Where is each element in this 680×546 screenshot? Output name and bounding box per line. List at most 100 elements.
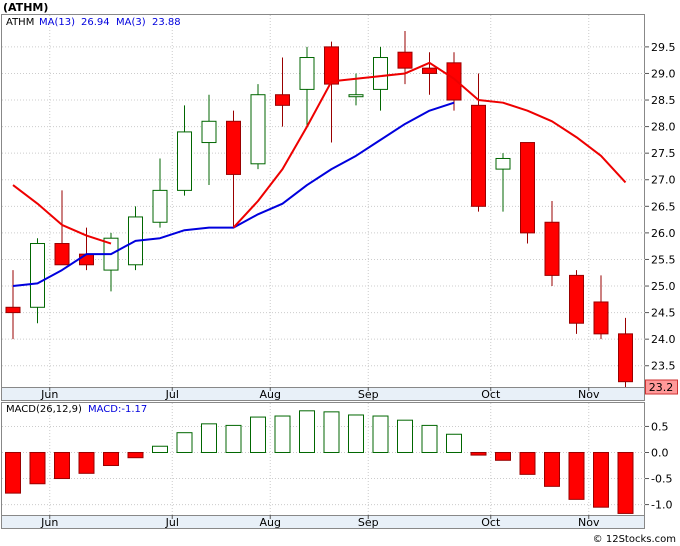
candle bbox=[275, 57, 290, 127]
price-x-tick-label: Sep bbox=[358, 388, 379, 401]
candle bbox=[5, 270, 21, 340]
price-y-tick-label: 29.0 bbox=[651, 67, 676, 80]
macd-x-tick-label: Jun bbox=[40, 516, 58, 529]
candle bbox=[324, 41, 339, 143]
candle bbox=[544, 201, 560, 287]
candle-body-down bbox=[422, 67, 437, 74]
price-y-tick-label: 24.5 bbox=[651, 307, 676, 320]
last-price-tag: 23.2 bbox=[649, 381, 674, 394]
price-y-tick-label: 26.5 bbox=[651, 200, 676, 213]
candle-body-up bbox=[299, 57, 315, 90]
macd-bar-positive bbox=[274, 415, 291, 453]
ma3-line bbox=[12, 61, 627, 245]
candle bbox=[446, 52, 462, 111]
price-y-tick-label: 27.0 bbox=[651, 174, 676, 187]
candle bbox=[54, 190, 70, 266]
price-x-tick-label: Jun bbox=[40, 388, 58, 401]
ma-slow-legend-value: 23.88 bbox=[152, 17, 181, 28]
price-y-tick-label: 28.5 bbox=[651, 94, 676, 107]
macd-bar-negative bbox=[78, 451, 95, 474]
macd-bar-positive bbox=[372, 415, 389, 453]
candle bbox=[618, 317, 633, 387]
candle-body-down bbox=[54, 243, 70, 266]
candle bbox=[201, 94, 217, 186]
macd-bar-negative bbox=[544, 451, 560, 487]
candle-body-up bbox=[250, 94, 266, 165]
price-legend-symbol: ATHM bbox=[6, 17, 34, 28]
price-y-axis: 23.5 24.0 24.5 25.0 25.5 26.0 26.5 27.0 27.5 28.0… bbox=[645, 41, 676, 373]
price-x-tick-label: Aug bbox=[260, 388, 281, 401]
price-y-tick-label: 29.5 bbox=[651, 41, 676, 54]
macd-x-tick-label: Oct bbox=[481, 516, 501, 529]
candle bbox=[422, 52, 437, 95]
macd-y-axis: 0.5 0.0 -0.5 -1.0 bbox=[645, 420, 672, 512]
candle-body-up bbox=[201, 120, 217, 144]
macd-y-tick-label: -1.0 bbox=[651, 499, 672, 512]
macd-bar-positive bbox=[201, 423, 217, 453]
macd-x-tick-label: Nov bbox=[578, 516, 600, 529]
candle-body-down bbox=[520, 142, 535, 234]
macd-bar-negative bbox=[29, 451, 46, 485]
candle-body-down bbox=[397, 51, 413, 69]
price-y-tick-label: 25.5 bbox=[651, 253, 676, 266]
candle bbox=[250, 84, 266, 170]
candle bbox=[471, 73, 486, 212]
macd-bar-positive bbox=[176, 432, 193, 453]
candle-body-down bbox=[446, 62, 462, 101]
candle bbox=[152, 158, 168, 228]
macd-x-tick-label: Jul bbox=[165, 516, 179, 529]
candle-body-up bbox=[495, 157, 511, 170]
macd-bar-positive bbox=[152, 445, 168, 453]
price-panel: 23.5 24.0 24.5 25.0 25.5 26.0 26.5 27.0 27.5 28.0… bbox=[1, 1, 678, 401]
macd-y-tick-label: 0.5 bbox=[651, 420, 669, 433]
candle bbox=[373, 46, 388, 111]
macd-x-axis: Jun Jul Aug Sep Oct Nov bbox=[40, 515, 600, 529]
candle bbox=[397, 30, 413, 85]
price-y-tick-label: 28.0 bbox=[651, 121, 676, 134]
macd-bar-negative bbox=[593, 451, 609, 508]
candle bbox=[593, 275, 609, 340]
chart-title: (ATHM) bbox=[3, 1, 48, 14]
macd-x-axis-band bbox=[1, 515, 645, 529]
price-x-axis: Jun Jul Aug Sep Oct Nov bbox=[40, 387, 600, 401]
macd-bar-negative bbox=[617, 451, 634, 514]
candle bbox=[177, 105, 192, 196]
macd-bar-negative bbox=[5, 451, 21, 494]
price-x-axis-band bbox=[1, 387, 645, 401]
candle bbox=[569, 270, 584, 334]
candle bbox=[299, 46, 315, 127]
macd-y-tick-label: -0.5 bbox=[651, 473, 672, 486]
macd-bar-positive bbox=[323, 411, 340, 453]
macd-bar-negative bbox=[127, 451, 144, 459]
macd-bar-positive bbox=[421, 424, 438, 453]
macd-x-tick-label: Aug bbox=[260, 516, 281, 529]
candle-body-down bbox=[275, 94, 290, 106]
price-y-tick-label: 24.0 bbox=[651, 333, 676, 346]
last-price-tag-box bbox=[645, 379, 678, 395]
macd-panel: 0.5 0.0 -0.5 -1.0 Jun Jul Aug Sep Oct Nov MACD(2… bbox=[1, 402, 672, 529]
candle bbox=[495, 153, 511, 212]
candle bbox=[30, 238, 45, 324]
macd-y-tick-label: 0.0 bbox=[651, 446, 669, 459]
candle-body-up bbox=[373, 57, 388, 90]
candle-body-up bbox=[177, 131, 192, 191]
macd-bar-positive bbox=[348, 414, 364, 453]
macd-histogram bbox=[5, 410, 634, 514]
macd-bar-positive bbox=[225, 424, 242, 453]
price-grid bbox=[2, 15, 645, 387]
price-x-tick-label: Jul bbox=[165, 388, 179, 401]
candle-body-down bbox=[544, 221, 560, 276]
price-y-tick-label: 27.5 bbox=[651, 147, 676, 160]
price-y-tick-label: 26.0 bbox=[651, 227, 676, 240]
moving-average-lines bbox=[12, 61, 627, 288]
candle-body-down bbox=[618, 333, 633, 383]
macd-legend-params: MACD(26,12,9) bbox=[6, 404, 82, 415]
macd-bar-negative bbox=[103, 451, 119, 467]
macd-legend-value: MACD:-1.17 bbox=[88, 404, 147, 415]
candle-body-down bbox=[324, 46, 339, 85]
macd-bar-positive bbox=[446, 433, 462, 453]
ma-fast-legend-value: 26.94 bbox=[81, 17, 110, 28]
ma-fast-legend-label: MA(13) bbox=[39, 17, 75, 28]
